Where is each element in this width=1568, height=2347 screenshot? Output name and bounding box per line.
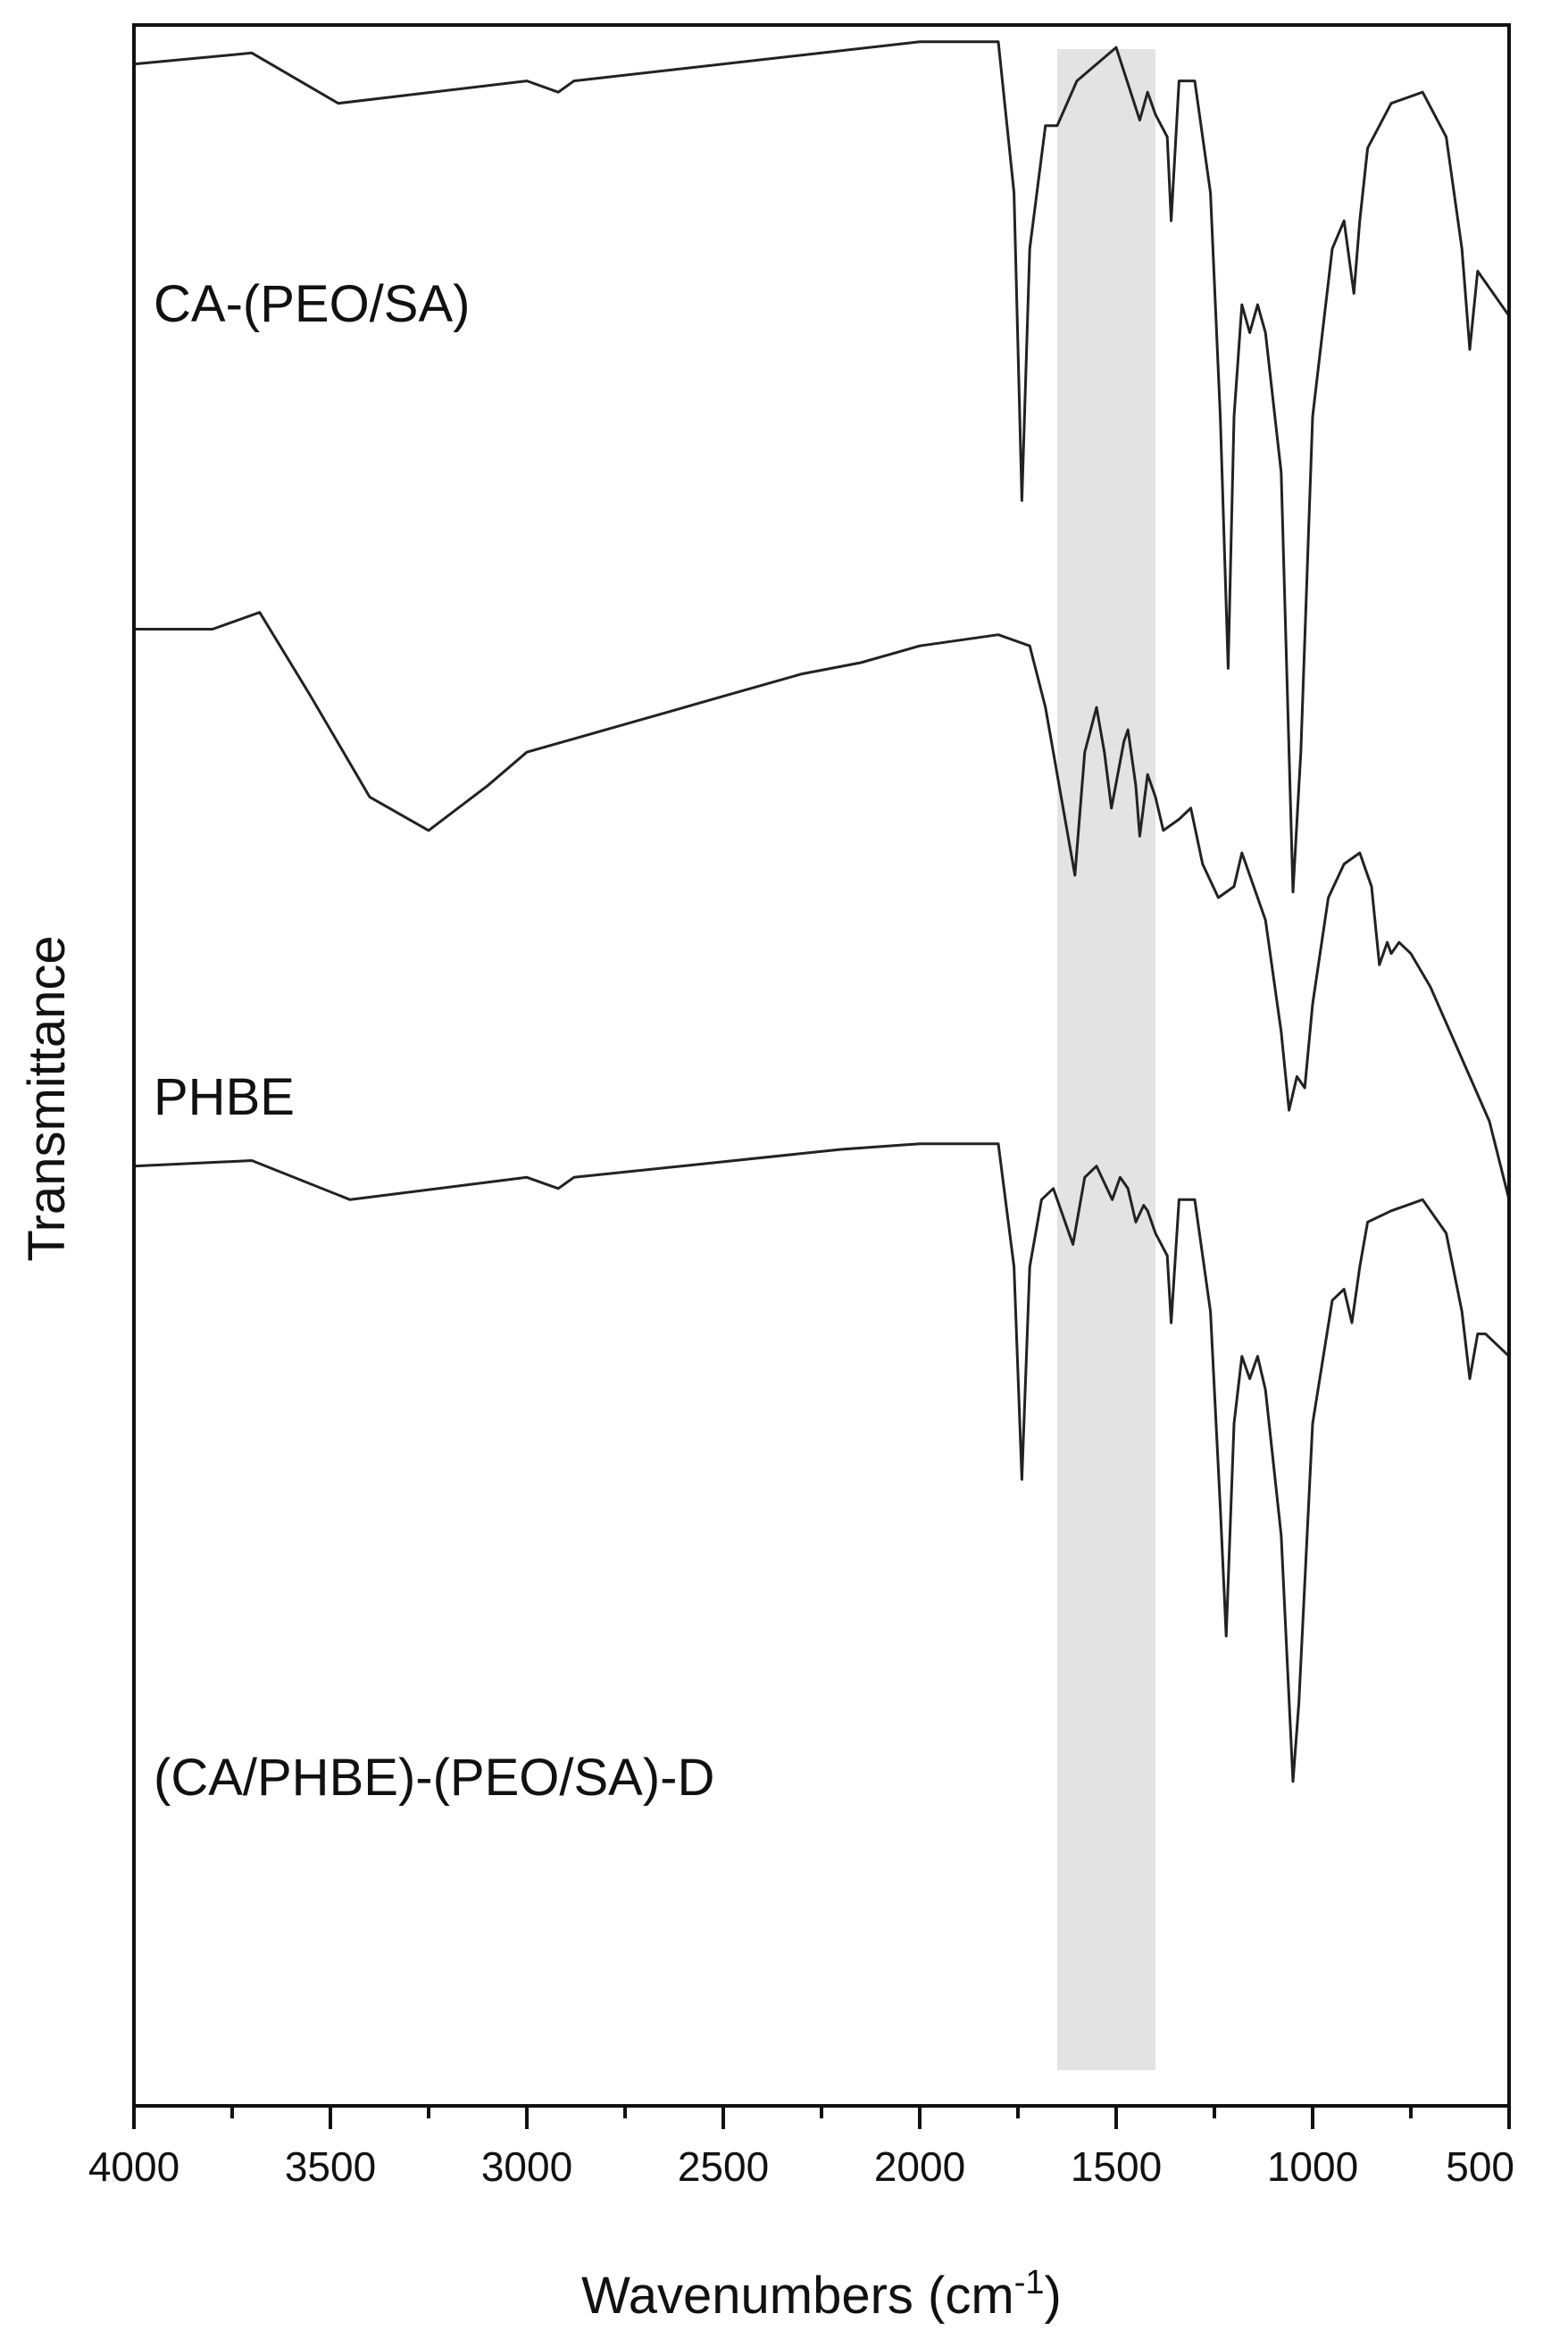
x-tick-label: 1500 — [1071, 2143, 1162, 2190]
x-tick-label: 2500 — [678, 2143, 769, 2190]
series-line-2 — [134, 611, 1511, 1200]
x-tick-label: 500 — [1446, 2143, 1514, 2190]
series-label-1: CA-(PEO/SA) — [154, 275, 471, 333]
y-axis-title: Transmittance — [18, 935, 76, 1261]
series-layer — [133, 40, 1511, 1783]
x-axis-ticks: 4000 3500 3000 2500 2000 1500 1000 500 — [88, 2106, 1514, 2190]
x-tick-label: 1000 — [1267, 2143, 1358, 2190]
series-label-3: (CA/PHBE)-(PEO/SA)-D — [154, 1749, 714, 1807]
series-label-layer: CA-(PEO/SA) PHBE (CA/PHBE)-(PEO/SA)-D — [154, 275, 714, 1807]
x-tick-label: 4000 — [88, 2143, 179, 2190]
series-line-3 — [133, 1142, 1511, 1783]
series-label-2: PHBE — [154, 1068, 295, 1126]
x-tick-label: 3000 — [481, 2143, 572, 2190]
x-axis-title-suffix: ) — [1044, 2267, 1061, 2325]
series-line-1 — [133, 40, 1511, 894]
x-axis-title: Wavenumbers (cm-1) — [581, 2264, 1062, 2325]
x-tick-label: 3500 — [285, 2143, 376, 2190]
x-tick-label: 2000 — [874, 2143, 965, 2190]
x-axis-title-superscript: -1 — [1014, 2264, 1045, 2301]
x-axis-title-main: Wavenumbers (cm — [581, 2267, 1014, 2325]
highlight-band — [1057, 49, 1155, 2070]
